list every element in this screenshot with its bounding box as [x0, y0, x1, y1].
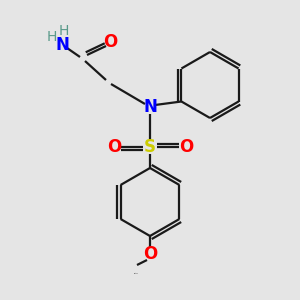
Text: O: O — [103, 33, 117, 51]
Text: S: S — [144, 138, 156, 156]
Text: H: H — [59, 24, 69, 38]
Text: N: N — [55, 36, 69, 54]
Text: O: O — [107, 138, 121, 156]
Text: H: H — [47, 30, 57, 44]
Text: methyl: methyl — [134, 273, 139, 274]
Text: O: O — [143, 245, 157, 263]
Text: N: N — [143, 98, 157, 116]
Text: O: O — [179, 138, 193, 156]
